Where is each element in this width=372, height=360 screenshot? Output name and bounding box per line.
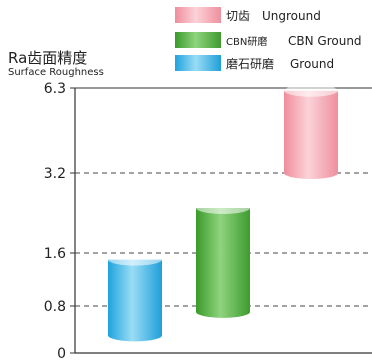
y-axis-subtitle: Surface Roughness xyxy=(8,67,104,78)
legend-item-ground: 磨石研磨 Ground xyxy=(175,55,334,71)
y-tick-label: 1.6 xyxy=(44,246,66,262)
y-tick-label: 6.3 xyxy=(44,81,66,97)
y-ticks: 0 0.8 1.6 3.2 6.3 xyxy=(44,81,75,360)
bars xyxy=(108,84,338,342)
legend-swatch-cbn-ground xyxy=(175,32,221,48)
y-axis-title: Ra齿面精度 xyxy=(8,49,87,67)
legend-label-cbn-ground-zh: CBN研磨 xyxy=(226,36,267,48)
y-tick-label: 0 xyxy=(57,346,66,360)
cylinder-body xyxy=(196,208,250,318)
cylinder-body xyxy=(108,259,162,342)
legend-item-cbn-ground: CBN研磨 CBN Ground xyxy=(175,32,362,48)
legend: 切齿 Unground CBN研磨 CBN Ground 磨石研磨 Ground xyxy=(175,7,362,71)
y-tick-label: 0.8 xyxy=(44,299,66,315)
legend-item-unground: 切齿 Unground xyxy=(175,7,321,23)
legend-swatch-ground xyxy=(175,55,221,71)
cylinder-body xyxy=(284,90,338,179)
legend-label-ground-en: Ground xyxy=(290,57,334,71)
cylinder-top xyxy=(284,84,338,97)
y-tick-label: 3.2 xyxy=(44,166,66,182)
legend-label-unground-zh: 切齿 xyxy=(226,9,250,23)
legend-label-unground-en: Unground xyxy=(262,9,321,23)
cylinder-top xyxy=(108,253,162,266)
legend-label-ground-zh: 磨石研磨 xyxy=(226,57,274,71)
legend-swatch-unground xyxy=(175,7,221,23)
bar-ground xyxy=(108,253,162,342)
bar-unground xyxy=(284,84,338,179)
cylinder-top xyxy=(196,202,250,214)
legend-label-cbn-ground-en: CBN Ground xyxy=(288,34,362,48)
bar-cbn-ground xyxy=(196,202,250,318)
